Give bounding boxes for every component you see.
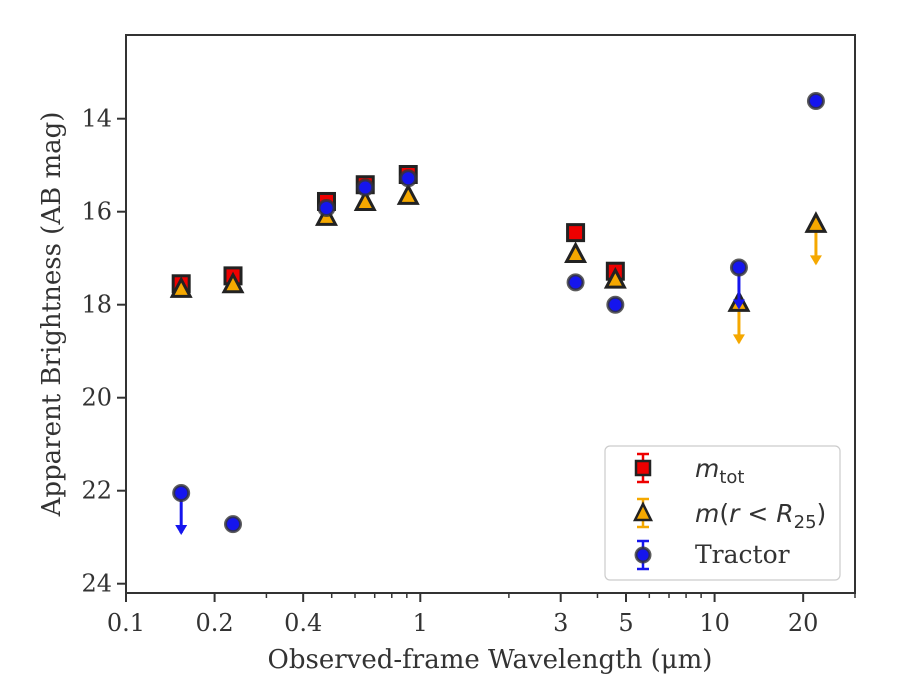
point-circle (399, 169, 418, 188)
legend-marker-circle (634, 546, 652, 564)
point-triangle (603, 266, 627, 289)
legend-label-m-r25: m(r < R25) (695, 499, 826, 533)
legend-marker-square (634, 459, 652, 477)
x-tick-label: 0.1 (107, 609, 145, 637)
legend-label-tractor: Tractor (695, 540, 790, 569)
x-tick-label: 3 (553, 609, 568, 637)
data-marks (169, 92, 828, 536)
x-tick-label: 10 (699, 609, 730, 637)
point-triangle (396, 183, 420, 205)
x-tick-label: 5 (618, 609, 633, 637)
x-axis-label: Observed-frame Wavelength (μm) (268, 645, 713, 675)
y-axis-label: Apparent Brightness (AB mag) (37, 112, 67, 518)
point-triangle (564, 241, 588, 264)
plot-frame (125, 34, 856, 594)
legend-entry-m-r25: m(r < R25) (632, 497, 826, 533)
y-tick-label: 16 (81, 198, 112, 226)
y-tick-label: 18 (81, 291, 112, 319)
legend-box (604, 445, 841, 581)
point-circle (806, 92, 825, 111)
legend-label-mtot: mtot (695, 454, 745, 488)
series-1 (169, 183, 828, 345)
point-circle (224, 515, 243, 534)
point-circle (356, 178, 375, 197)
point-circle (606, 295, 625, 314)
x-tick-label: 0.2 (196, 609, 234, 637)
y-tick-label: 22 (81, 477, 112, 505)
y-tick-label: 14 (81, 105, 112, 133)
y-axis: 14 16 18 20 22 24 (81, 105, 126, 598)
upper-limit-arrowhead (175, 525, 188, 536)
point-triangle (221, 271, 245, 294)
x-tick-label: 20 (788, 609, 819, 637)
x-tick-label: 1 (413, 609, 428, 637)
upper-limit-arrowhead (732, 334, 745, 345)
y-tick-label: 20 (81, 384, 112, 412)
x-tick-label: 0.4 (284, 609, 322, 637)
legend-entry-mtot: mtot (634, 452, 745, 488)
upper-limit-arrowhead (732, 299, 745, 310)
upper-limit-arrowhead (809, 255, 822, 266)
point-triangle (169, 276, 193, 298)
point-triangle (353, 189, 377, 211)
legend-marker-triangle (632, 501, 654, 522)
point-circle (317, 198, 336, 217)
point-circle (729, 258, 748, 277)
y-tick-label: 24 (81, 570, 112, 598)
series-2 (172, 92, 825, 536)
point-circle (172, 484, 191, 503)
x-axis: 0.1 0.2 0.4 1 3 5 10 20 (107, 593, 856, 637)
point-triangle (804, 211, 828, 233)
point-square (566, 223, 586, 243)
legend-entry-tractor: Tractor (634, 539, 790, 571)
point-circle (566, 273, 585, 292)
legend: mtot m(r < R25) Tractor (604, 445, 841, 581)
series-0 (171, 165, 625, 294)
